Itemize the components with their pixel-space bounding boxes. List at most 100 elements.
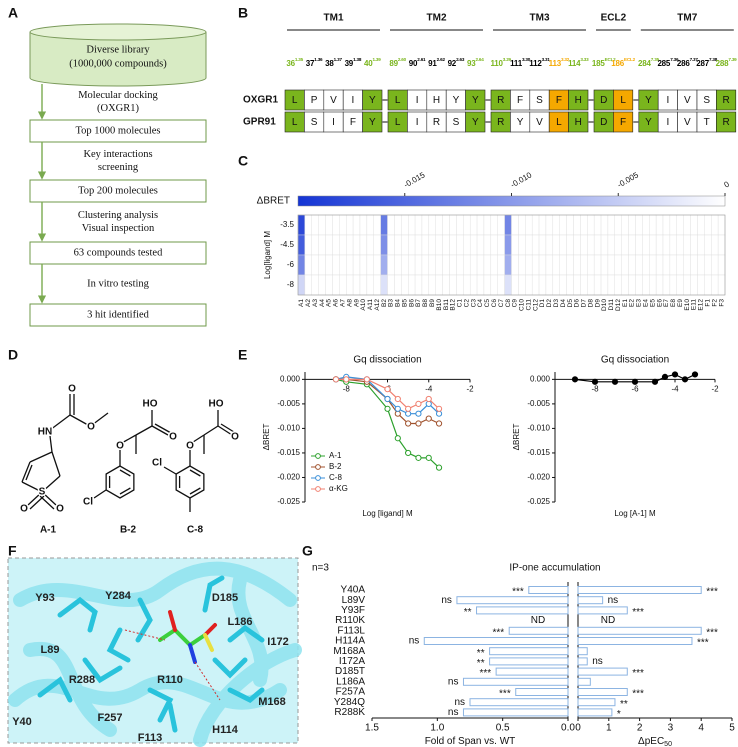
residue-bw: 1.36 [314,57,323,62]
heatmap-cell [414,254,423,276]
heatmap-cell [359,274,368,296]
heatmap-cell [339,274,347,296]
column-label: D8 [587,299,594,308]
residue-index: 285 [657,59,670,68]
heatmap-cell [635,274,643,296]
x-tick-label: -2 [711,384,719,393]
heatmap-cell [387,274,395,296]
residue-index: 286 [677,59,690,68]
bond [41,475,61,493]
residue-letter: I [667,117,670,128]
heatmap-cell [717,214,726,236]
heatmap-cell [352,274,361,296]
panel-label: G [302,543,313,559]
bar [577,647,588,656]
library-cylinder [29,23,207,87]
y-axis-label: ΔBRET [512,424,521,451]
residue-bw: 2.60 [398,57,407,62]
heatmap-cell [676,214,684,236]
heatmap-cell [511,254,519,276]
residue-index: 112 [529,59,542,68]
column-label: A1 [298,299,305,307]
residue-index: 185 [592,59,605,68]
heatmap-cell [697,234,705,256]
column-label: E8 [670,299,677,307]
x-tick-label: -2 [466,384,474,393]
heatmap-cell [531,274,540,296]
residue-label: R110 [157,674,183,686]
heatmap-cell [318,234,326,256]
data-point [425,395,432,403]
chart-title: IP-one accumulation [509,563,600,574]
column-label: B11 [443,299,450,310]
significance-label: ** [464,607,472,618]
significance-label: ns [448,676,459,687]
legend-label: B-2 [329,462,342,471]
residue-label: I172 [267,636,288,648]
bar [577,708,613,717]
heatmap-cell [504,254,512,276]
bar [469,698,569,707]
heatmap-cell [394,254,402,276]
heatmap-cell [614,254,622,276]
residue-bw: 2.61 [417,57,426,62]
heatmap-cell [711,254,719,276]
residue-letter: L [292,117,298,128]
residue-letter: Y [453,95,460,106]
residue-letter: H [575,117,582,128]
plot-title: Gq dissociation [353,355,421,366]
bond [29,451,53,463]
residue-letter: S [311,117,318,128]
heatmap-cell [504,274,512,296]
heatmap-cell [346,254,354,276]
significance-label: *** [706,587,718,598]
heatmap-cell [531,234,540,256]
library-label: Diverse library [86,44,150,55]
column-label: A9 [353,299,360,307]
heatmap-cell [483,274,492,296]
bar [476,606,569,615]
residue-number: 1113.30 [510,57,531,68]
bar [577,626,702,635]
column-label: B5 [401,299,408,307]
bar [456,596,569,605]
heatmap-cell [655,274,664,296]
residue-letter: I [352,95,355,106]
residue-letter: L [395,117,401,128]
heatmap-cell [463,214,471,236]
heatmap-cell [346,214,354,236]
x-axis-label-main: ΔpEC [638,736,664,747]
residue-number: 391.38 [345,57,362,68]
heatmap-cell [346,274,354,296]
residue-letter: F [350,117,356,128]
x-tick-label: -8 [343,384,351,393]
residue-letter: I [332,117,335,128]
bond [93,489,107,499]
residue-index: 37 [306,59,315,68]
heatmap-cell [401,254,409,276]
benzene-ring [105,465,135,499]
heatmap-cell [545,274,554,296]
heatmap-cell [628,214,636,236]
y-tick-label: -0.020 [527,473,550,482]
heatmap-cell [587,274,595,296]
heatmap-cell [538,254,547,276]
step-label: Visual inspection [82,223,155,234]
residue-number: 371.36 [306,57,323,68]
column-label: D11 [608,299,615,311]
column-label: E9 [677,299,684,307]
data-point [332,376,340,383]
bar [489,647,569,656]
heatmap-cell [428,274,436,296]
panel-label: E [238,347,247,363]
bond [49,414,71,431]
y-tick-label: 0.000 [280,374,301,383]
heatmap-cell [490,234,498,256]
heatmap-cell [311,274,319,296]
step-label: (OXGR1) [97,103,139,114]
residue-label: D185 [212,592,238,604]
residue-bw: 1.37 [334,57,343,62]
residue-label: Y40 [12,716,32,728]
residue-label: Y284 [105,590,132,602]
